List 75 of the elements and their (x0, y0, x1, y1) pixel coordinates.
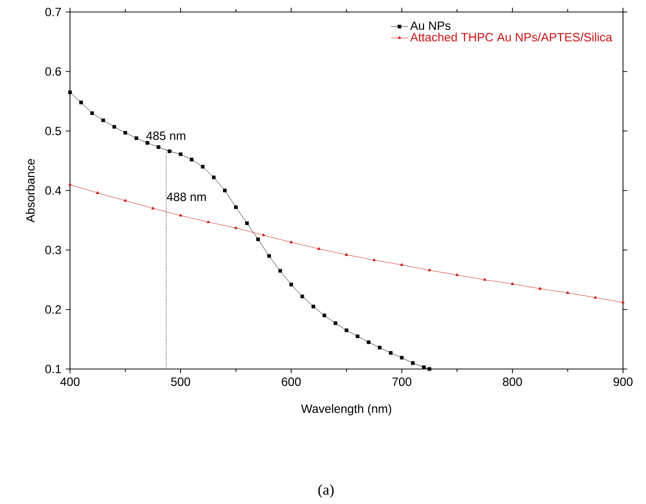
point (400, 263, 404, 266)
point (168, 149, 172, 154)
point (334, 321, 338, 325)
point (146, 141, 150, 145)
point (90, 111, 94, 115)
x-tick-label: 600 (282, 377, 301, 386)
point (388, 351, 393, 355)
point (112, 125, 116, 129)
point (594, 296, 597, 299)
point (510, 282, 514, 285)
point (245, 221, 249, 226)
point (400, 356, 404, 360)
point (278, 269, 282, 273)
point (178, 152, 182, 156)
point (234, 226, 238, 229)
point (262, 233, 266, 236)
point (312, 304, 316, 308)
point (156, 145, 160, 149)
annotation: 488 nm (166, 192, 206, 202)
point (566, 291, 570, 294)
point (356, 334, 360, 338)
point (422, 365, 426, 370)
point (101, 118, 105, 122)
point (378, 346, 382, 350)
point (411, 361, 415, 365)
point (621, 300, 625, 304)
point (267, 254, 271, 258)
point (212, 176, 216, 180)
y-tick-label: 0.6 (45, 67, 62, 76)
point (428, 367, 432, 371)
x-axis-title: Wavelength (nm) (301, 404, 392, 416)
point (344, 252, 348, 256)
annotation: 485 nm (146, 132, 186, 140)
point (124, 198, 127, 202)
point (317, 247, 320, 250)
point (68, 90, 72, 94)
legend-label: Attached THPC Au NPs/APTES/Silica (410, 32, 612, 42)
legend-label: Au NPs (410, 22, 450, 30)
point (322, 314, 326, 318)
x-tick-label: 800 (502, 377, 522, 386)
y-tick-label: 0.1 (45, 364, 61, 374)
point (68, 182, 72, 186)
point (206, 220, 210, 224)
point (223, 188, 227, 192)
point (134, 136, 138, 140)
point (151, 206, 155, 210)
point (234, 205, 238, 209)
y-tick-label: 0.3 (45, 246, 62, 254)
point (179, 214, 182, 216)
point (372, 258, 376, 262)
point (289, 282, 293, 286)
point (300, 294, 304, 298)
point (96, 191, 100, 194)
y-tick-label: 0.2 (45, 305, 61, 314)
point (456, 273, 459, 276)
point (256, 237, 260, 242)
point (538, 286, 542, 290)
point (483, 278, 486, 281)
point (290, 240, 293, 244)
x-tick-label: 500 (171, 377, 190, 386)
point (79, 100, 83, 104)
x-tick-label: 400 (60, 377, 80, 386)
y-tick-label: 0.4 (45, 186, 62, 195)
y-axis-title: Absorbance (26, 159, 35, 223)
x-tick-label: 900 (614, 377, 633, 386)
point (200, 164, 205, 169)
text: (a) (318, 484, 334, 498)
y-tick-label: 0.7 (45, 8, 61, 16)
point (428, 268, 432, 272)
point (124, 130, 128, 135)
point (344, 328, 348, 332)
point (190, 158, 194, 162)
point (366, 340, 370, 344)
x-tick-label: 700 (392, 377, 412, 386)
y-tick-label: 0.5 (45, 126, 62, 136)
